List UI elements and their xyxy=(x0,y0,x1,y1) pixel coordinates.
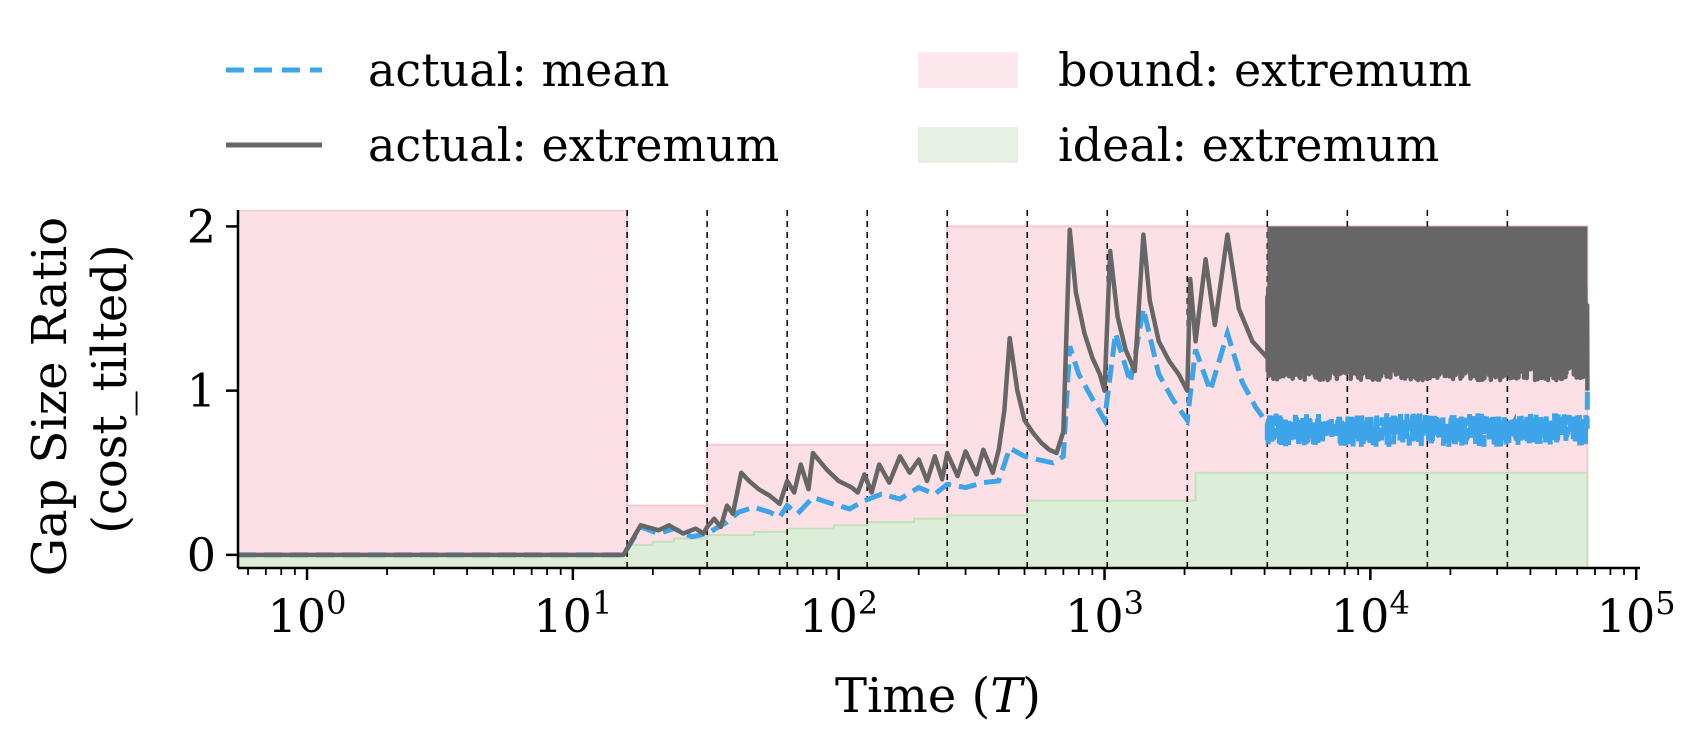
actual-extremum-line xyxy=(238,227,1590,558)
y-tick-label: 1 xyxy=(187,364,216,418)
ideal-extremum-area xyxy=(238,471,1589,568)
plot-area xyxy=(238,210,1590,568)
legend-swatch-ideal-extremum xyxy=(918,127,1018,163)
y-axis-label-line2: (cost_tilted) xyxy=(82,244,138,534)
y-axis-label: Gap Size Ratio (cost_tilted) xyxy=(22,202,138,577)
y-tick-label: 0 xyxy=(187,528,216,582)
y-ticks: 0 1 2 xyxy=(187,199,238,582)
legend-label-actual-mean: actual: mean xyxy=(368,43,669,97)
x-tick-label: 100 xyxy=(268,584,347,643)
y-tick-label: 2 xyxy=(187,199,216,253)
x-axis-label: Time (T) xyxy=(835,668,1041,724)
x-tick-label: 102 xyxy=(799,584,878,643)
legend-label-bound-extremum: bound: extremum xyxy=(1058,43,1472,97)
x-tick-label: 101 xyxy=(533,584,612,643)
actual-mean-line xyxy=(238,307,1590,558)
x-tick-label: 103 xyxy=(1065,584,1144,643)
legend-swatch-bound-extremum xyxy=(918,52,1018,88)
y-axis-label-line1: Gap Size Ratio xyxy=(22,217,78,577)
legend-label-actual-extremum: actual: extremum xyxy=(368,118,779,172)
legend: actual: mean actual: extremum bound: ext… xyxy=(226,43,1472,172)
x-tick-label: 105 xyxy=(1597,584,1676,643)
legend-label-ideal-extremum: ideal: extremum xyxy=(1058,118,1439,172)
x-tick-label: 104 xyxy=(1331,584,1410,643)
x-ticks: 100 101 102 103 104 105 xyxy=(247,568,1676,643)
